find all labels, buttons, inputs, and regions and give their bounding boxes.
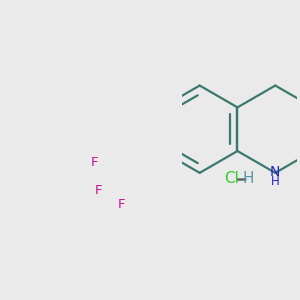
Text: Cl: Cl (224, 171, 239, 186)
Text: F: F (91, 156, 98, 169)
Text: F: F (118, 198, 125, 211)
Text: N: N (270, 165, 280, 179)
Text: F: F (94, 184, 102, 197)
Text: H: H (271, 175, 280, 188)
Text: H: H (242, 171, 254, 186)
